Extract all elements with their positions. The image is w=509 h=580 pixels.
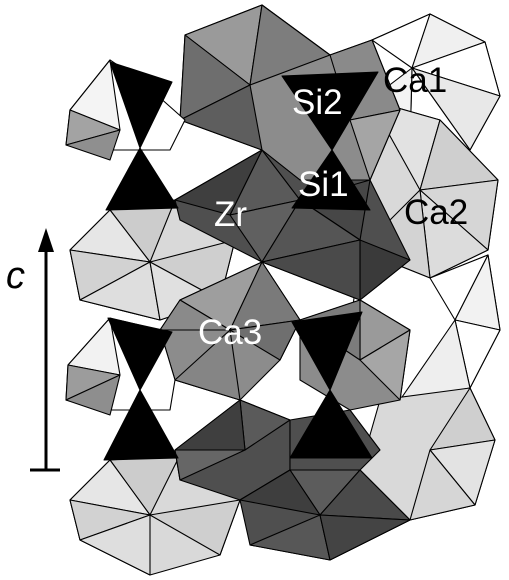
ca3-polyhedron — [159, 261, 301, 401]
si-tetrahedra — [103, 61, 379, 461]
tetrahedron-right-mid-lower — [289, 389, 373, 459]
tetrahedron-left-top-upper — [109, 61, 173, 149]
tetrahedron-si2 — [281, 71, 379, 151]
zr-octahedron-top — [179, 4, 401, 181]
label-ca3: Ca3 — [198, 313, 262, 352]
tetrahedron-left-mid-lower — [103, 389, 179, 461]
tetrahedron-right-mid-upper — [291, 311, 363, 391]
label-si2: Si2 — [292, 83, 343, 122]
up-arrow-icon — [38, 228, 54, 252]
zr-octahedron-lower-right — [239, 409, 411, 561]
tetrahedron-si1 — [291, 149, 371, 211]
label-ca2: Ca2 — [404, 193, 468, 232]
label-si1: Si1 — [298, 165, 349, 204]
zr-octahedron-lower-left — [174, 399, 291, 501]
ca-polyhedron-right-lower — [359, 387, 496, 521]
label-zr: Zr — [214, 195, 247, 234]
tetrahedron-left-top-lower — [105, 147, 179, 211]
label-ca1: Ca1 — [383, 61, 447, 100]
c-axis-label: c — [6, 255, 25, 297]
tetrahedron-left-mid-upper — [107, 317, 173, 391]
c-axis-arrow: c — [6, 228, 60, 472]
